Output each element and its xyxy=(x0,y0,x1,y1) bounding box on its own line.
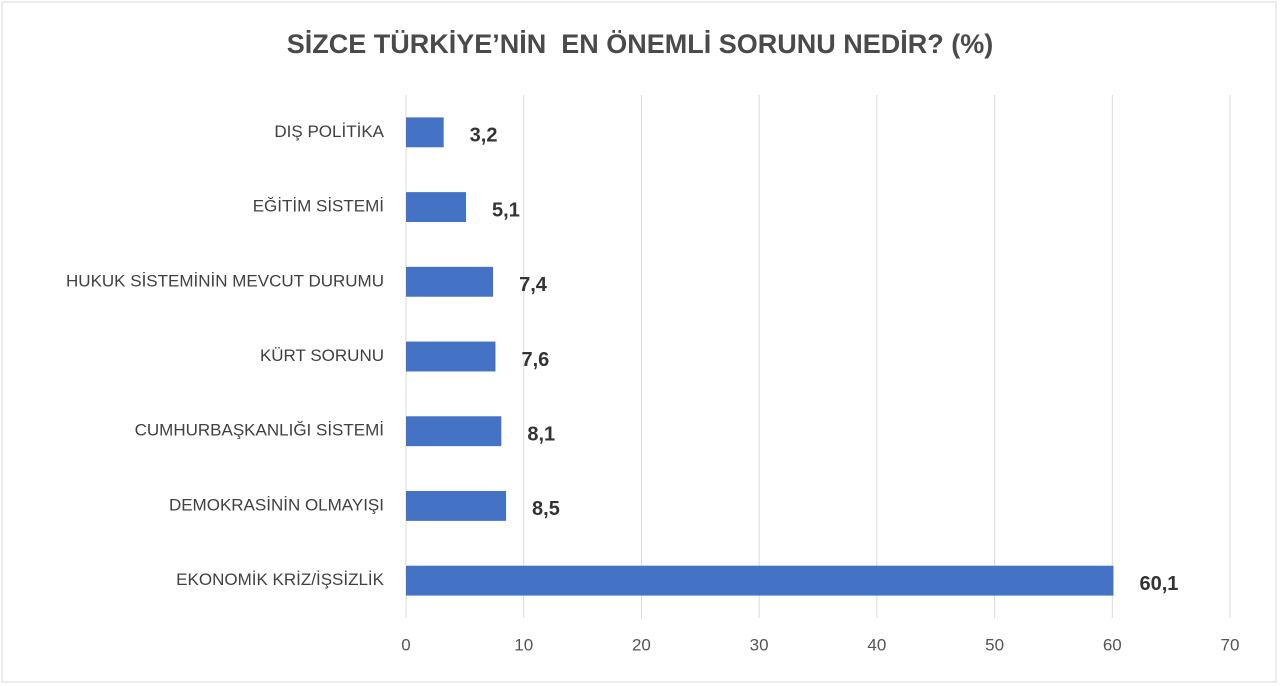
bar xyxy=(406,192,467,223)
x-tick-label: 0 xyxy=(401,635,410,654)
bar xyxy=(406,416,502,447)
x-tick-label: 30 xyxy=(750,635,769,654)
value-label: 3,2 xyxy=(470,125,498,147)
y-tick-label: CUMHURBAŞKANLIĞI SİSTEMİ xyxy=(135,421,384,440)
value-label: 7,6 xyxy=(521,349,549,371)
y-tick-label: HUKUK SİSTEMİNİN MEVCUT DURUMU xyxy=(66,271,384,290)
y-tick-label: DEMOKRASİNİN OLMAYIŞI xyxy=(169,495,384,514)
x-tick-label: 20 xyxy=(632,635,651,654)
y-tick-label: EKONOMİK KRİZ/İŞSİZLİK xyxy=(176,570,384,589)
value-label: 8,1 xyxy=(527,423,555,445)
bar xyxy=(406,266,494,297)
value-label: 5,1 xyxy=(492,199,520,221)
y-tick-label: EĞİTİM SİSTEMİ xyxy=(253,197,384,216)
value-label: 8,5 xyxy=(532,498,560,520)
bar xyxy=(406,490,507,521)
x-tick-label: 50 xyxy=(985,635,1004,654)
chart-title: SİZCE TÜRKİYE’NİN EN ÖNEMLİ SORUNU NEDİR… xyxy=(287,29,994,59)
bar xyxy=(406,565,1114,596)
x-tick-label: 70 xyxy=(1221,635,1240,654)
value-label: 7,4 xyxy=(519,274,548,296)
x-tick-label: 60 xyxy=(1103,635,1122,654)
y-tick-label: DIŞ POLİTİKA xyxy=(274,122,384,141)
x-tick-label: 10 xyxy=(514,635,533,654)
x-tick-label: 40 xyxy=(867,635,886,654)
value-label: 60,1 xyxy=(1139,573,1178,595)
y-tick-label: KÜRT SORUNU xyxy=(260,346,384,365)
bar xyxy=(406,117,444,148)
bar xyxy=(406,341,496,372)
